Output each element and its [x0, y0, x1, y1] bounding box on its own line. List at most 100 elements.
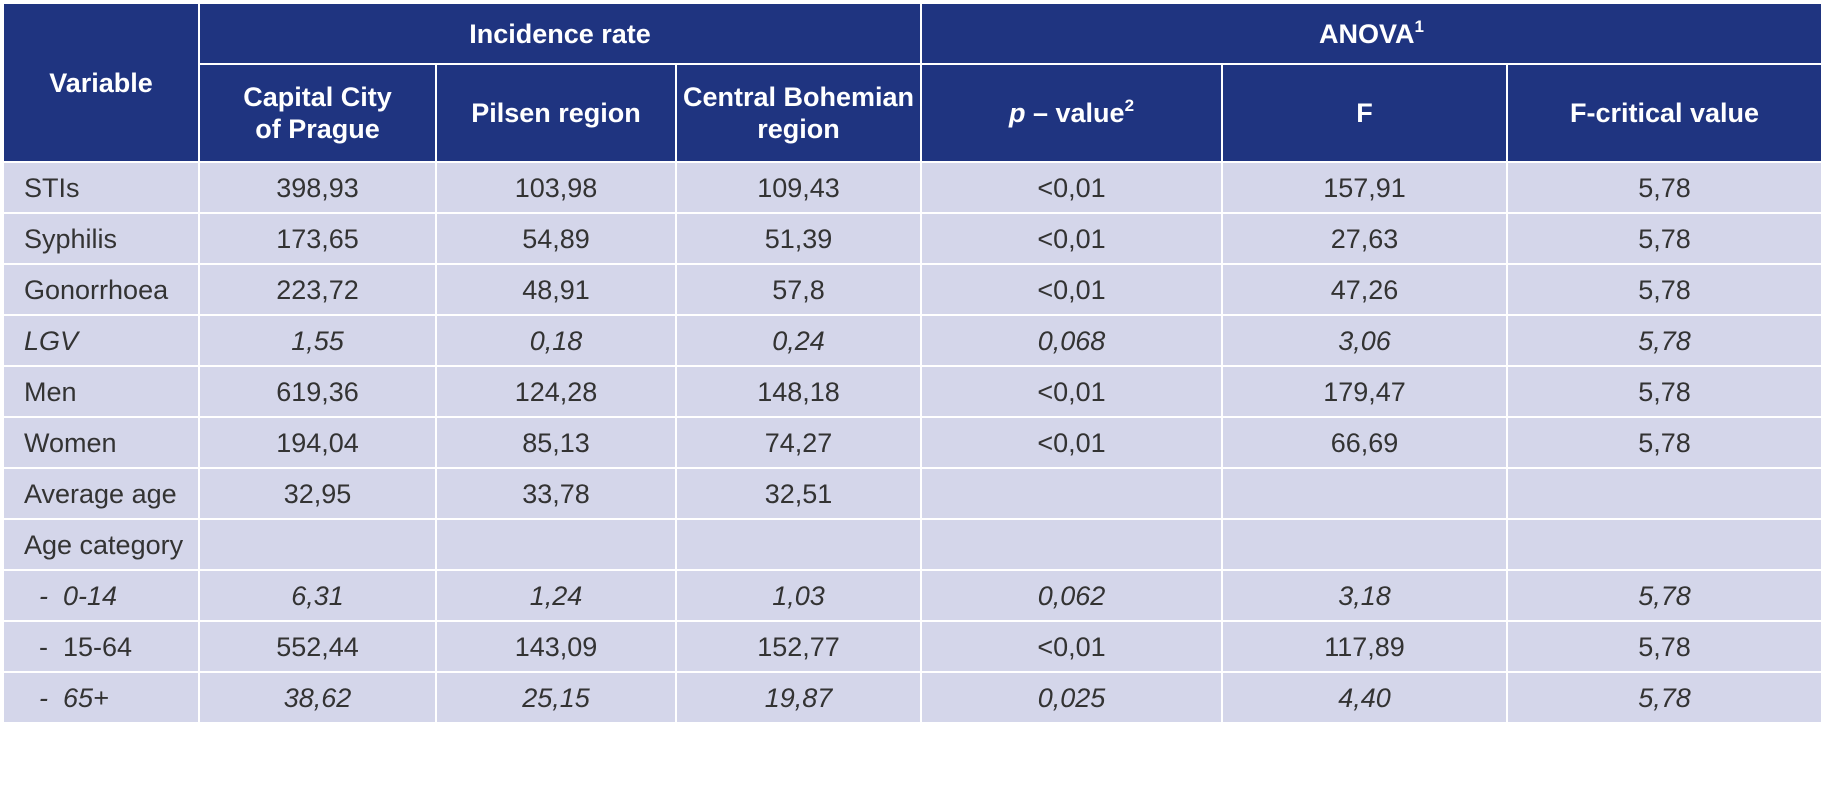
cell-pilsen: 0,18 — [435, 314, 677, 367]
header-f-critical: F-critical value — [1506, 63, 1823, 163]
cell-fcrit: 5,78 — [1506, 416, 1823, 469]
header-anova-footnote: 1 — [1414, 16, 1425, 36]
table-body: STIs 398,93 103,98 109,43 <0,01 157,91 5,78 Syp… — [2, 161, 1823, 724]
header-prague-line2: of Prague — [255, 114, 380, 144]
cell-fcrit — [1506, 467, 1823, 520]
cell-variable: Average age — [2, 467, 200, 520]
table-row: Women 194,04 85,13 74,27 <0,01 66,69 5,78 — [2, 416, 1823, 469]
cell-f: 27,63 — [1221, 212, 1509, 265]
table-row: Average age 32,95 33,78 32,51 — [2, 467, 1823, 520]
cell-pilsen: 54,89 — [435, 212, 677, 265]
cell-prague: 173,65 — [198, 212, 437, 265]
header-central-line2: region — [757, 114, 840, 144]
header-central-line1: Central Bohemian — [682, 82, 915, 112]
cell-pilsen: 33,78 — [435, 467, 677, 520]
table-row: Men 619,36 124,28 148,18 <0,01 179,47 5,78 — [2, 365, 1823, 418]
cell-central — [674, 518, 923, 571]
cell-variable: - 15-64 — [2, 620, 200, 673]
table-row: Gonorrhoea 223,72 48,91 57,8 <0,01 47,26 5,78 — [2, 263, 1823, 316]
cell-fcrit: 5,78 — [1506, 263, 1823, 316]
table-row: - 0-14 6,31 1,24 1,03 0,062 3,18 5,78 — [2, 569, 1823, 622]
cell-p: <0,01 — [920, 263, 1224, 316]
table-row: - 65+ 38,62 25,15 19,87 0,025 4,40 5,78 — [2, 671, 1823, 724]
cell-central: 1,03 — [674, 569, 923, 622]
cell-central: 32,51 — [674, 467, 923, 520]
cell-central: 0,24 — [674, 314, 923, 367]
cell-prague: 38,62 — [198, 671, 437, 724]
cell-variable: STIs — [2, 161, 200, 214]
cell-p: <0,01 — [920, 416, 1224, 469]
cell-p: <0,01 — [920, 212, 1224, 265]
cell-fcrit: 5,78 — [1506, 671, 1823, 724]
cell-fcrit — [1506, 518, 1823, 571]
cell-variable: Age category — [2, 518, 200, 571]
cell-p: <0,01 — [920, 365, 1224, 418]
cell-f: 3,18 — [1221, 569, 1509, 622]
cell-prague: 194,04 — [198, 416, 437, 469]
table-row: LGV 1,55 0,18 0,24 0,068 3,06 5,78 — [2, 314, 1823, 367]
header-prague: Capital City of Prague — [198, 63, 437, 163]
table-row: Age category — [2, 518, 1823, 571]
cell-f: 47,26 — [1221, 263, 1509, 316]
cell-fcrit: 5,78 — [1506, 212, 1823, 265]
cell-central: 51,39 — [674, 212, 923, 265]
header-anova: ANOVA1 — [920, 2, 1823, 65]
cell-variable: - 65+ — [2, 671, 200, 724]
cell-pilsen: 25,15 — [435, 671, 677, 724]
header-central-bohemian: Central Bohemian region — [674, 63, 923, 163]
cell-prague: 1,55 — [198, 314, 437, 367]
incidence-anova-table: Variable Incidence rate ANOVA1 Capital C… — [2, 2, 1823, 724]
cell-p: <0,01 — [920, 161, 1224, 214]
cell-central: 148,18 — [674, 365, 923, 418]
cell-variable: Gonorrhoea — [2, 263, 200, 316]
cell-prague: 32,95 — [198, 467, 437, 520]
table-row: Syphilis 173,65 54,89 51,39 <0,01 27,63 5,78 — [2, 212, 1823, 265]
cell-p: <0,01 — [920, 620, 1224, 673]
table-row: STIs 398,93 103,98 109,43 <0,01 157,91 5,78 — [2, 161, 1823, 214]
cell-fcrit: 5,78 — [1506, 314, 1823, 367]
cell-fcrit: 5,78 — [1506, 620, 1823, 673]
cell-prague: 6,31 — [198, 569, 437, 622]
header-prague-line1: Capital City — [243, 82, 392, 112]
cell-variable: Men — [2, 365, 200, 418]
cell-pilsen: 143,09 — [435, 620, 677, 673]
cell-f: 157,91 — [1221, 161, 1509, 214]
cell-central: 152,77 — [674, 620, 923, 673]
cell-fcrit: 5,78 — [1506, 161, 1823, 214]
cell-variable: Syphilis — [2, 212, 200, 265]
header-incidence-rate: Incidence rate — [197, 2, 923, 65]
cell-p: 0,025 — [920, 671, 1224, 724]
cell-f: 3,06 — [1221, 314, 1509, 367]
cell-fcrit: 5,78 — [1506, 569, 1823, 622]
header-p-italic: p — [1009, 98, 1026, 128]
cell-central: 57,8 — [674, 263, 923, 316]
cell-f: 66,69 — [1221, 416, 1509, 469]
cell-p — [920, 518, 1224, 571]
cell-prague: 223,72 — [198, 263, 437, 316]
cell-prague: 552,44 — [198, 620, 437, 673]
cell-variable: Women — [2, 416, 200, 469]
header-pilsen: Pilsen region — [435, 63, 677, 163]
cell-pilsen: 48,91 — [435, 263, 677, 316]
header-variable: Variable — [2, 2, 200, 163]
cell-pilsen: 124,28 — [435, 365, 677, 418]
cell-f — [1221, 467, 1509, 520]
cell-f: 117,89 — [1221, 620, 1509, 673]
cell-f: 179,47 — [1221, 365, 1509, 418]
cell-prague — [198, 518, 437, 571]
cell-central: 19,87 — [674, 671, 923, 724]
cell-pilsen: 103,98 — [435, 161, 677, 214]
header-anova-label: ANOVA — [1319, 18, 1415, 49]
cell-pilsen: 1,24 — [435, 569, 677, 622]
cell-variable: - 0-14 — [2, 569, 200, 622]
cell-variable: LGV — [2, 314, 200, 367]
cell-f — [1221, 518, 1509, 571]
table-row: - 15-64 552,44 143,09 152,77 <0,01 117,89 5,78 — [2, 620, 1823, 673]
cell-pilsen: 85,13 — [435, 416, 677, 469]
cell-f: 4,40 — [1221, 671, 1509, 724]
cell-central: 109,43 — [674, 161, 923, 214]
cell-prague: 398,93 — [198, 161, 437, 214]
header-p-footnote: 2 — [1124, 96, 1135, 115]
cell-fcrit: 5,78 — [1506, 365, 1823, 418]
